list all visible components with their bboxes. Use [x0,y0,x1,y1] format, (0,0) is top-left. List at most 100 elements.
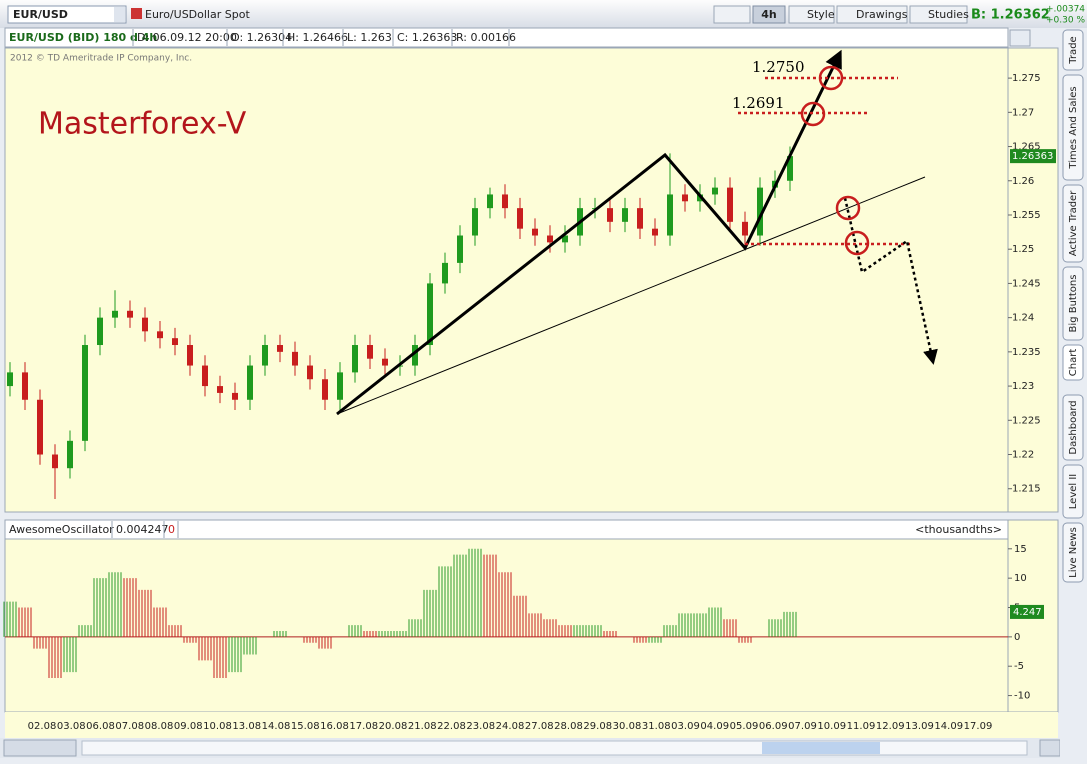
y-tick-label: 1.25 [1012,244,1034,255]
zigzag [336,49,842,416]
candle-body [367,345,373,359]
x-tick-label: 28.08 [554,721,583,732]
side-tab[interactable] [1062,394,1084,461]
candle-body [262,345,268,366]
candle-body [472,208,478,236]
date-labels: 02.08 03.08 06.08 07.08 08.08 09.08 10.08 13.08… [28,721,993,732]
side-tab[interactable] [1062,74,1084,181]
candle-body [742,221,748,236]
side-tab-label: Big Buttons [1068,275,1079,333]
candle-body [82,345,88,441]
x-tick-label: 14.09 [934,721,963,732]
y-tick-label: 1.27 [1012,107,1034,118]
annotation: 1.2691 [732,94,785,112]
candle-body [757,187,763,236]
y-tick-label: 1.215 [1012,484,1041,495]
forecast-path [843,197,938,365]
side-tab-label: Chart [1068,349,1079,377]
info-cell: R: 0.00166 [456,31,516,44]
info-cell: EUR/USD (BID) 180 d 4h [9,31,157,44]
x-tick-label: 11.09 [847,721,876,732]
y-tick-label: 0 [1014,632,1020,643]
side-tab[interactable] [1062,464,1084,519]
candle-body [637,208,643,229]
candle-body [787,156,793,181]
x-tick-label: 23.08 [466,721,495,732]
drawings-button[interactable] [836,5,908,24]
x-tick-label: 02.08 [28,721,57,732]
circle [818,65,844,91]
style-button[interactable] [788,5,835,24]
oscillator-chart: 151050-5-104.247 [3,544,1044,702]
x-tick-label: 04.09 [700,721,729,732]
x-tick-label: 17.09 [964,721,993,732]
oscillator-panel [4,519,1009,713]
x-tick-label: 08.08 [145,721,174,732]
candle-body [7,372,13,387]
y-tick-label: 15 [1014,544,1027,555]
study-value: 0.004247 [116,523,169,536]
candle-body [127,310,133,318]
candle-body [52,454,58,469]
x-tick-label: 07.09 [788,721,817,732]
circle [844,230,870,256]
candle-body [412,345,418,366]
y-tick-label: 1.235 [1012,347,1041,358]
info-cell: D: 06.09.12 20:00 [137,31,237,44]
x-tick-label: 17.08 [349,721,378,732]
candle-body [187,345,193,366]
scroll-end[interactable] [1039,739,1061,757]
oscillator-header [4,519,1009,540]
scrollbar[interactable] [81,740,1028,756]
tool-buttons[interactable] [713,5,751,24]
candle-body [217,386,223,393]
candle-body [307,365,313,380]
x-tick-label: 03.09 [671,721,700,732]
info-cell: O: 1.26304 [231,31,292,44]
side-tab-label: Dashboard [1068,400,1079,454]
side-tab[interactable] [1062,344,1084,381]
candle-body [667,194,673,236]
x-tick-label: 06.09 [759,721,788,732]
x-tick-label: 20.08 [379,721,408,732]
side-tab-label: Trade [1068,36,1079,64]
x-tick-label: 30.08 [613,721,642,732]
y-tick-label: 1.24 [1012,313,1034,324]
x-tick-label: 15.08 [291,721,320,732]
candle-body [562,235,568,243]
x-tick-label: 03.08 [57,721,86,732]
settings-button[interactable] [1009,29,1031,47]
y-tick-label: 1.225 [1012,415,1041,426]
x-tick-label: 27.08 [525,721,554,732]
x-tick-label: 14.08 [262,721,291,732]
candle-body [682,194,688,202]
side-tab[interactable] [1062,522,1084,583]
interval: 4h [761,8,777,21]
interval-button[interactable] [752,5,786,24]
symbol-input[interactable] [7,5,127,24]
x-tick-label: 21.08 [408,721,437,732]
side-tab[interactable] [1062,184,1084,263]
scroll-thumb[interactable] [762,742,880,754]
symbol-dropdown[interactable] [114,7,125,22]
candle-body [112,310,118,318]
y-tick-label: 1.255 [1012,210,1041,221]
description: Euro/USDollar Spot [145,8,250,21]
watermark: 2012 © TD Ameritrade IP Company, Inc. [10,54,192,64]
y-tick-label: 1.23 [1012,381,1034,392]
style: Style [807,8,835,21]
info-cell: C: 1.26363 [397,31,457,44]
x-tick-label: 22.08 [437,721,466,732]
symbol: EUR/USD [13,8,68,21]
side-tab[interactable] [1062,266,1084,341]
y-tick-label: 1.22 [1012,450,1034,461]
candle-body [442,262,448,284]
zoom-controls[interactable] [3,739,77,757]
circle [800,101,826,127]
studies-button[interactable] [909,5,968,24]
side-tab[interactable] [1062,29,1084,71]
x-tick-label: 16.08 [320,721,349,732]
info-cells: EUR/USD (BID) 180 d 4hD: 06.09.12 20:00O… [9,29,516,46]
side-tab-label: Level II [1068,474,1079,509]
